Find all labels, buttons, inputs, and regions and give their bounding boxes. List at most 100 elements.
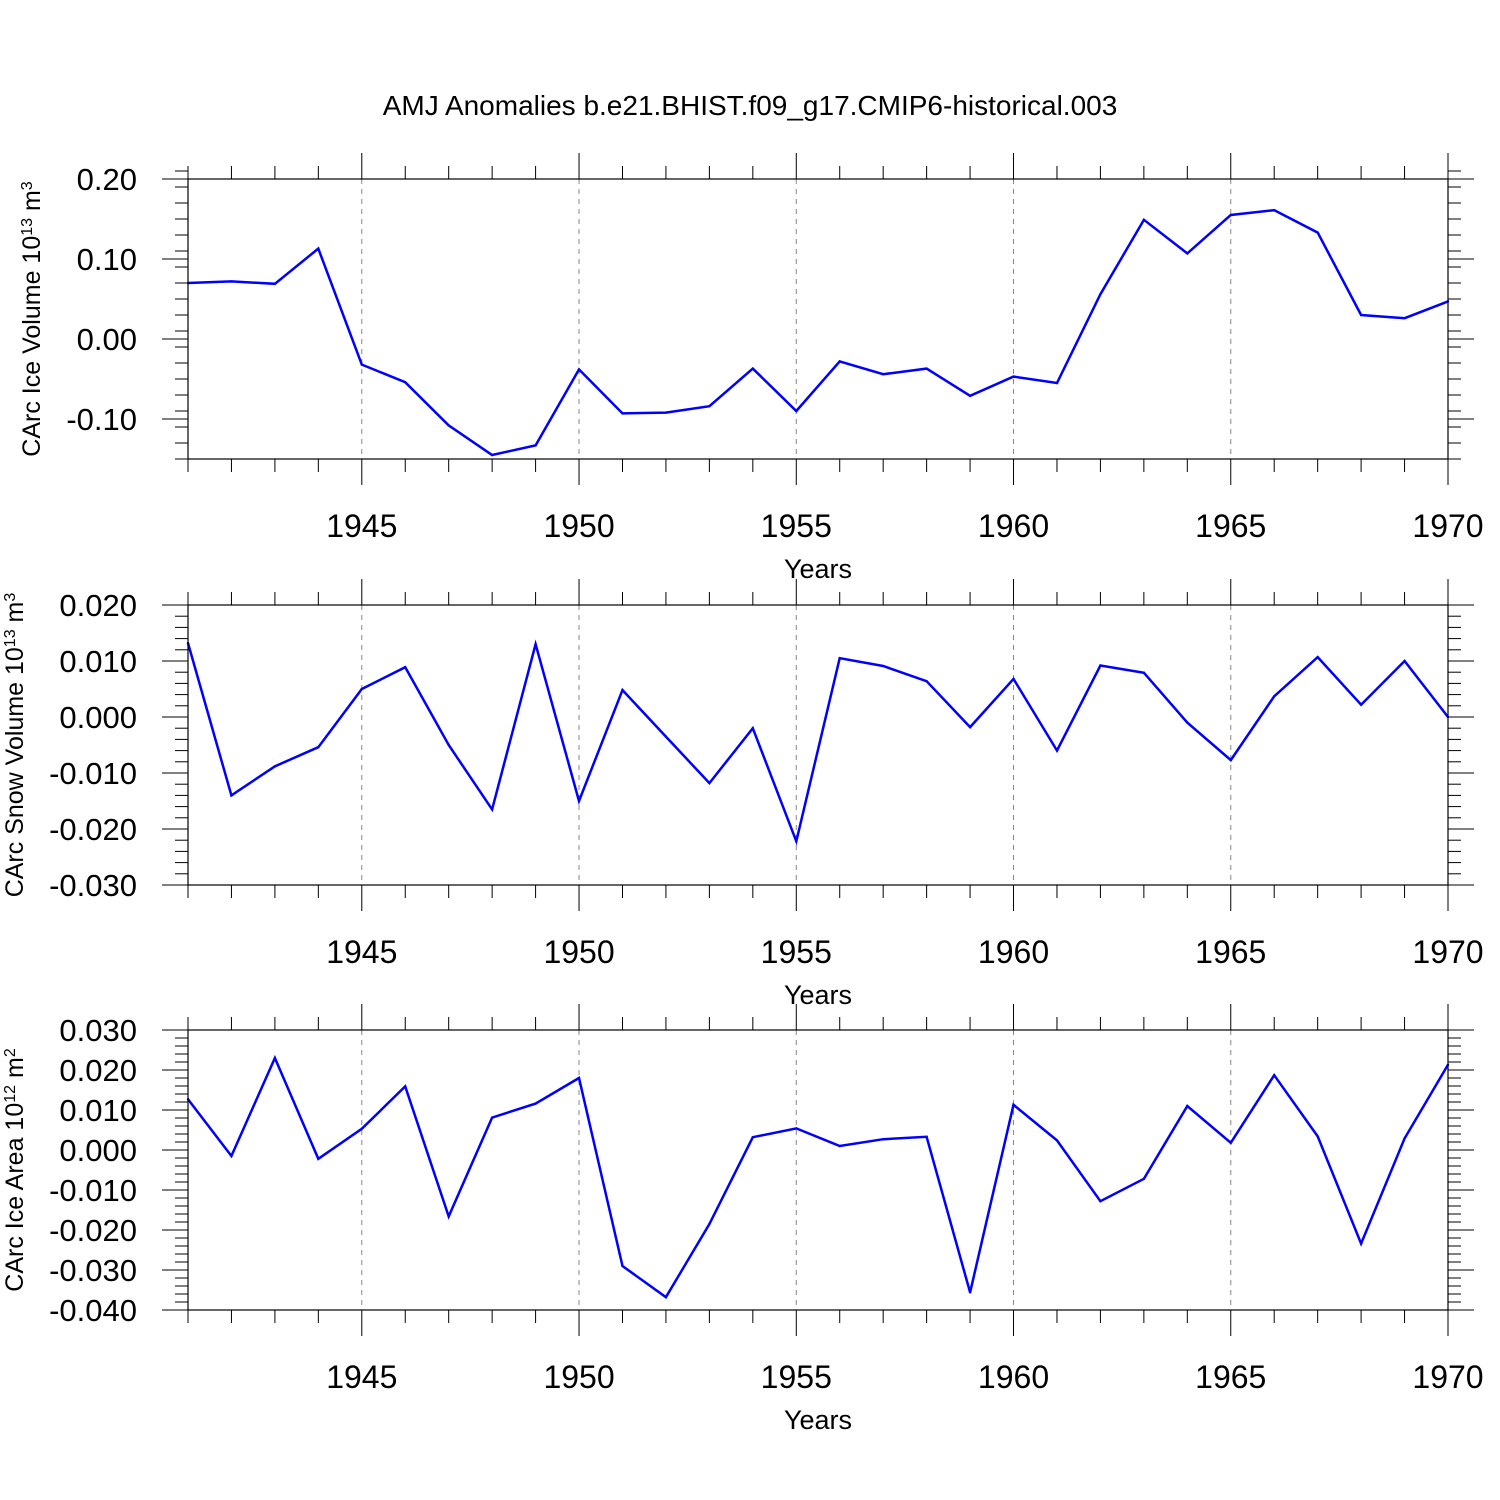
- y-label-unit-exponent: 3: [2, 593, 19, 602]
- y-axis-label: CArc Ice Volume 1013 m3: [18, 181, 46, 457]
- y-label-unit: m: [1, 1057, 29, 1085]
- x-tick-label: 1970: [1412, 934, 1483, 970]
- y-tick-label: -0.030: [49, 868, 137, 903]
- y-tick-label: 0.010: [59, 1093, 137, 1128]
- data-point: [1055, 381, 1059, 385]
- y-tick-label: 0.000: [59, 700, 137, 735]
- panel-1: -0.10 0.00 0.10 0.20 1945 1950 1955 1960 1965 197…: [18, 153, 1484, 584]
- data-point: [1142, 218, 1146, 221]
- chart-title: AMJ Anomalies b.e21.BHIST.f09_g17.CMIP6-…: [383, 90, 1118, 121]
- data-point: [230, 280, 233, 283]
- data-point: [795, 1127, 798, 1130]
- data-point: [1273, 695, 1276, 698]
- x-tick-label: 1955: [761, 508, 832, 544]
- data-point: [1403, 1137, 1406, 1140]
- y-tick-label: 0.030: [59, 1013, 137, 1048]
- data-point: [273, 282, 277, 285]
- data-point: [621, 688, 624, 692]
- panel-2: -0.030 -0.020 -0.010 0.000 0.010 0.020 1945 195…: [1, 579, 1484, 1010]
- data-point: [1273, 209, 1276, 212]
- data-point: [1186, 721, 1189, 724]
- x-axis-label: Years: [784, 554, 852, 584]
- data-point: [447, 1215, 450, 1218]
- data-point: [230, 794, 233, 797]
- x-tick-label: 1965: [1195, 934, 1266, 970]
- data-point: [968, 394, 972, 397]
- x-tick-label: 1960: [978, 1359, 1049, 1395]
- data-point: [534, 643, 537, 646]
- data-point: [968, 725, 972, 729]
- data-point: [317, 746, 320, 749]
- data-point: [925, 367, 928, 370]
- x-tick-label: 1955: [761, 934, 832, 970]
- y-label-unit: m: [1, 602, 29, 630]
- data-point: [664, 735, 668, 738]
- data-point: [404, 1085, 407, 1088]
- data-point: [925, 1135, 928, 1139]
- data-point: [577, 368, 581, 371]
- y-tick-label: 0.000: [59, 1133, 137, 1168]
- data-point: [881, 1138, 885, 1141]
- data-point: [838, 1144, 841, 1148]
- data-point: [1403, 659, 1406, 663]
- y-label-unit-exponent: 3: [19, 181, 36, 190]
- data-point: [577, 799, 581, 803]
- data-point: [708, 1222, 711, 1226]
- data-point: [795, 840, 798, 843]
- data-point: [664, 411, 668, 414]
- data-point: [621, 412, 624, 415]
- data-point: [1359, 1242, 1363, 1245]
- data-point: [360, 363, 363, 366]
- data-point: [751, 1136, 755, 1139]
- x-tick-label: 1955: [761, 1359, 832, 1395]
- y-axis-label: CArc Snow Volume 1013 m3: [1, 593, 29, 898]
- data-point: [1186, 1104, 1189, 1108]
- y-tick-label: -0.040: [49, 1293, 137, 1328]
- data-point: [404, 665, 407, 669]
- plot-frame: [187, 1029, 1449, 1311]
- data-point: [1229, 1141, 1232, 1145]
- x-tick-label: 1945: [326, 508, 397, 544]
- data-point: [751, 367, 755, 370]
- plot-frame: [187, 604, 1449, 886]
- y-tick-label: -0.010: [49, 1173, 137, 1208]
- x-tick-label: 1965: [1195, 1359, 1266, 1395]
- y-tick-label: -0.020: [49, 1213, 137, 1248]
- data-series-line: [186, 639, 1449, 846]
- data-series-line: [187, 1054, 1450, 1300]
- data-point: [1273, 1074, 1276, 1077]
- y-tick-label: 0.00: [77, 322, 137, 357]
- x-axis-label: Years: [784, 1405, 852, 1435]
- data-point: [1229, 213, 1232, 217]
- data-point: [317, 247, 320, 250]
- y-label-exponent: 13: [2, 629, 19, 647]
- x-tick-label: 1950: [543, 934, 614, 970]
- x-tick-label: 1960: [978, 508, 1049, 544]
- y-axis-label: CArc Ice Area 1012 m2: [1, 1048, 29, 1292]
- data-point: [1403, 317, 1406, 320]
- data-point: [1142, 1177, 1146, 1181]
- y-tick-label: 0.020: [59, 1053, 137, 1088]
- data-point: [1099, 293, 1102, 296]
- x-tick-label: 1960: [978, 934, 1049, 970]
- data-point: [534, 444, 537, 447]
- data-point: [360, 1127, 363, 1131]
- x-tick-label: 1970: [1412, 508, 1483, 544]
- plot-frame: [187, 178, 1449, 460]
- data-point: [621, 1264, 624, 1268]
- data-point: [968, 1291, 972, 1294]
- data-point: [490, 453, 494, 457]
- data-point: [317, 1157, 320, 1161]
- data-point: [447, 424, 450, 427]
- data-point: [1316, 655, 1319, 659]
- y-label-text: CArc Snow Volume 10: [1, 647, 29, 897]
- y-tick-label: -0.10: [66, 402, 137, 437]
- data-point: [925, 679, 928, 683]
- y-tick-label: 0.010: [59, 644, 137, 679]
- y-tick-label: 0.20: [77, 162, 137, 197]
- data-point: [1099, 664, 1102, 667]
- data-point: [664, 1296, 668, 1299]
- data-point: [447, 743, 450, 747]
- x-tick-label: 1970: [1412, 1359, 1483, 1395]
- data-point: [1359, 703, 1363, 706]
